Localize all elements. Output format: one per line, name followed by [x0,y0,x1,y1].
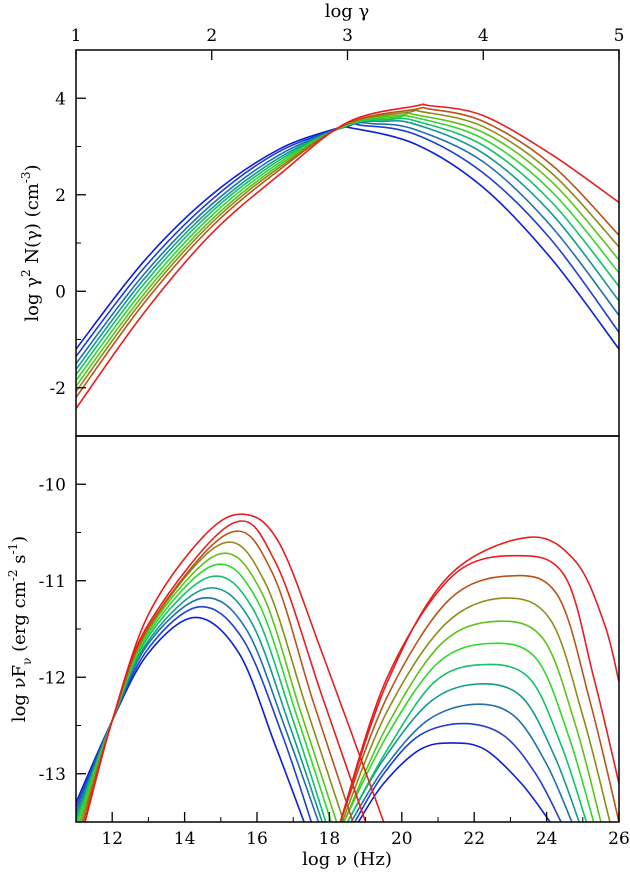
top-x-axis-label: log γ [325,1,370,22]
top-series-line-4 [76,119,619,370]
top-panel: 1 2 3 4 5 -2 0 2 4 log γ log γ2 N(γ) (cm-3) [19,1,625,437]
synchrotron-series-line-outer [84,513,385,822]
top-x-tick-label: 3 [342,26,353,46]
bottom-y-axis-label: log νFν (erg cm-2 s-1) [6,536,34,722]
compton-series-line-2 [354,722,562,822]
compton-series-line-5 [346,663,588,822]
compton-series-line-1 [357,742,551,822]
bottom-y-tick-label: -13 [39,765,66,785]
top-series-line-6 [76,114,619,381]
top-series-line-8 [76,109,619,393]
compton-series-line-7 [343,620,602,822]
top-y-tick-label: -2 [49,379,66,399]
bottom-x-tick-label: 20 [391,829,413,849]
top-series-line-3 [76,121,619,365]
synchrotron-series-line-6 [77,563,332,822]
bottom-x-tick-label: 22 [463,829,485,849]
bottom-x-tick-label: 16 [246,829,268,849]
bottom-curves [76,513,619,822]
top-y-tick-label: 4 [55,89,66,109]
top-y-tick-label: 2 [55,186,66,206]
bottom-y-tick-label: -12 [39,668,66,688]
compton-series-line-3 [350,703,573,822]
compton-series-line-9 [339,574,619,822]
top-series-line-1 [76,124,619,350]
top-series-line-2 [76,122,619,357]
bottom-panel: 12 14 16 18 20 22 24 26-13-12-11-10 log ν (Hz) … [6,435,630,870]
bottom-y-tick-label: -11 [39,572,66,592]
synchrotron-series-line-5 [76,575,327,822]
synchrotron-series-line-4 [76,587,323,822]
top-y-axis-label: log γ2 N(γ) (cm-3) [19,164,43,321]
bottom-x-tick-label: 24 [536,829,558,849]
top-x-tick-label: 1 [71,26,82,46]
bottom-x-tick-label: 18 [319,829,341,849]
bottom-x-tick-label: 12 [101,829,123,849]
top-x-tick-label: 2 [206,26,217,46]
bottom-x-tick-label: 14 [174,829,196,849]
top-x-tick-label: 4 [478,26,489,46]
synchrotron-series-line-3 [76,597,320,822]
compton-series-line-8 [341,597,611,822]
top-series-line-10 [76,103,619,409]
bottom-y-tick-label: -10 [39,475,66,495]
compton-series-line-4 [346,683,580,822]
compton-series-line-outer [339,536,619,822]
top-y-tick-label: 0 [55,282,66,302]
compton-series-line-10 [339,554,619,822]
top-curves [76,103,619,409]
bottom-x-axis-label: log ν (Hz) [302,849,392,870]
bottom-x-tick-label: 26 [608,829,630,849]
compton-series-line-6 [343,642,595,822]
top-series-line-9 [76,106,619,398]
bottom-ticks: 12 14 16 18 20 22 24 26 -13 -12 -11 -10 [39,435,630,849]
top-ticks: 1 2 3 4 5 -2 0 2 4 [49,26,625,437]
top-x-tick-label: 5 [614,26,625,46]
synchrotron-series-line-2 [76,605,313,822]
